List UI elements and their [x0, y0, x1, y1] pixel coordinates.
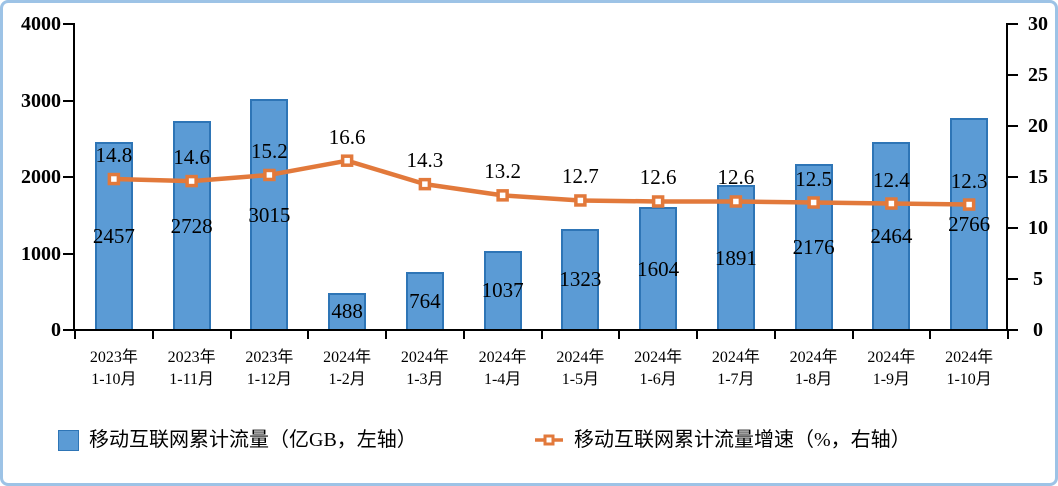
- y-axis-left-tick-label: 1000: [21, 242, 61, 265]
- x-axis-label: 2024年 1-2月: [323, 349, 372, 388]
- x-axis-tick: [1007, 331, 1009, 339]
- bar: [561, 228, 600, 329]
- growth-value-label: 16.6: [328, 124, 366, 149]
- line-marker: [340, 154, 354, 167]
- bar: [172, 121, 211, 329]
- bar-value-label: 2464: [870, 223, 913, 248]
- y-axis-right-tick-label: 0: [1033, 319, 1043, 341]
- bar: [250, 99, 289, 329]
- x-axis-label: 2024年 1-4月: [478, 349, 527, 388]
- y-axis-right-tick: [1008, 23, 1018, 25]
- y-axis-left-tick: [63, 329, 73, 331]
- y-axis-right-tick-label: 20: [1028, 115, 1048, 137]
- x-axis-label: 2023年 1-11月: [167, 349, 216, 388]
- x-axis-tick: [540, 331, 543, 339]
- bar-value-label: 1604: [637, 256, 680, 281]
- bar-value-label: 1323: [559, 267, 602, 292]
- bar: [639, 207, 678, 329]
- x-axis-label: 2024年 1-7月: [711, 349, 760, 388]
- bar: [950, 118, 989, 329]
- y-axis-right-tick: [1008, 278, 1018, 280]
- line-marker: [418, 177, 432, 191]
- x-axis-tick: [929, 331, 932, 339]
- y-axis-right-tick: [1008, 176, 1018, 178]
- x-axis-label: 2024年 1-10月: [945, 349, 994, 388]
- y-axis-right-tick: [1008, 227, 1018, 229]
- y-axis-left: [73, 23, 75, 331]
- y-axis-left-tick: [63, 176, 73, 178]
- y-axis-left-tick-label: 3000: [21, 89, 61, 112]
- bar: [328, 292, 367, 329]
- x-axis-label: 2024年 1-9月: [867, 349, 916, 388]
- legend-item-growth: 移动互联网累计流量增速（%，右轴）: [534, 428, 911, 452]
- line-marker: [574, 194, 587, 207]
- bar-legend-label: 移动互联网累计流量（亿GB，左轴）: [89, 429, 417, 451]
- x-axis-tick: [773, 331, 776, 339]
- x-axis-label: 2024年 1-5月: [556, 349, 605, 388]
- growth-value-label: 12.7: [562, 164, 599, 189]
- x-axis-tick: [618, 331, 621, 339]
- y-axis-left-tick-label: 4000: [21, 13, 61, 35]
- x-axis-tick: [851, 331, 854, 339]
- x-axis-tick: [74, 331, 76, 339]
- x-axis-tick: [229, 331, 232, 339]
- legend-item-traffic: 移动互联网累计流量（亿GB，左轴）: [58, 428, 417, 452]
- x-axis-label: 2023年 1-12月: [245, 349, 294, 388]
- line-legend-label: 移动互联网累计流量增速（%，右轴）: [574, 429, 911, 451]
- line-legend-marker-icon: [535, 434, 563, 446]
- y-axis-left-tick: [63, 99, 73, 102]
- line-marker: [496, 189, 509, 202]
- y-axis-left-tick: [63, 252, 73, 255]
- y-axis-right-tick-label: 10: [1028, 217, 1048, 239]
- bar-value-label: 488: [331, 299, 363, 324]
- y-axis-right-tick-label: 15: [1028, 166, 1048, 188]
- bar: [716, 185, 755, 329]
- bar-value-label: 2728: [170, 213, 213, 238]
- growth-rate-polyline: [113, 158, 970, 207]
- y-axis-right: [1006, 23, 1008, 331]
- x-axis-label: 2024年 1-6月: [634, 349, 683, 388]
- bar-value-label: 1037: [481, 278, 524, 303]
- line-marker: [651, 195, 665, 208]
- x-axis-label: 2024年 1-3月: [400, 349, 449, 388]
- x-axis: [73, 329, 1008, 331]
- y-axis-right-tick: [1008, 125, 1018, 127]
- growth-value-label: 13.2: [484, 159, 521, 184]
- x-axis-tick: [307, 331, 310, 339]
- bar-value-label: 2176: [792, 234, 835, 259]
- y-axis-right-tick: [1008, 74, 1018, 76]
- x-axis-tick: [462, 331, 465, 339]
- growth-value-label: 12.6: [639, 165, 677, 190]
- bar: [405, 271, 444, 329]
- bar-value-label: 2766: [948, 212, 991, 237]
- y-axis-right-tick-label: 5: [1033, 268, 1043, 290]
- bar: [483, 250, 522, 329]
- y-axis-right-tick: [1008, 329, 1018, 331]
- y-axis-left-tick-label: 0: [51, 319, 61, 341]
- bar-value-label: 1891: [714, 245, 757, 270]
- x-axis-tick: [151, 331, 154, 339]
- y-axis-right-tick-label: 25: [1028, 64, 1048, 86]
- y-axis-left-tick: [63, 23, 73, 25]
- y-axis-left-tick-label: 2000: [21, 166, 61, 188]
- bar-value-label: 3015: [248, 202, 291, 227]
- x-axis-label: 2023年 1-10月: [89, 349, 138, 388]
- y-axis-right-tick-label: 30: [1028, 13, 1048, 35]
- bar-value-label: 2457: [92, 224, 135, 249]
- bar-legend-swatch-icon: [58, 429, 79, 451]
- x-axis-tick: [696, 331, 698, 339]
- x-axis-tick: [385, 331, 387, 339]
- growth-value-label: 14.3: [406, 148, 444, 173]
- bar-value-label: 764: [409, 288, 441, 313]
- x-axis-label: 2024年 1-8月: [789, 349, 838, 388]
